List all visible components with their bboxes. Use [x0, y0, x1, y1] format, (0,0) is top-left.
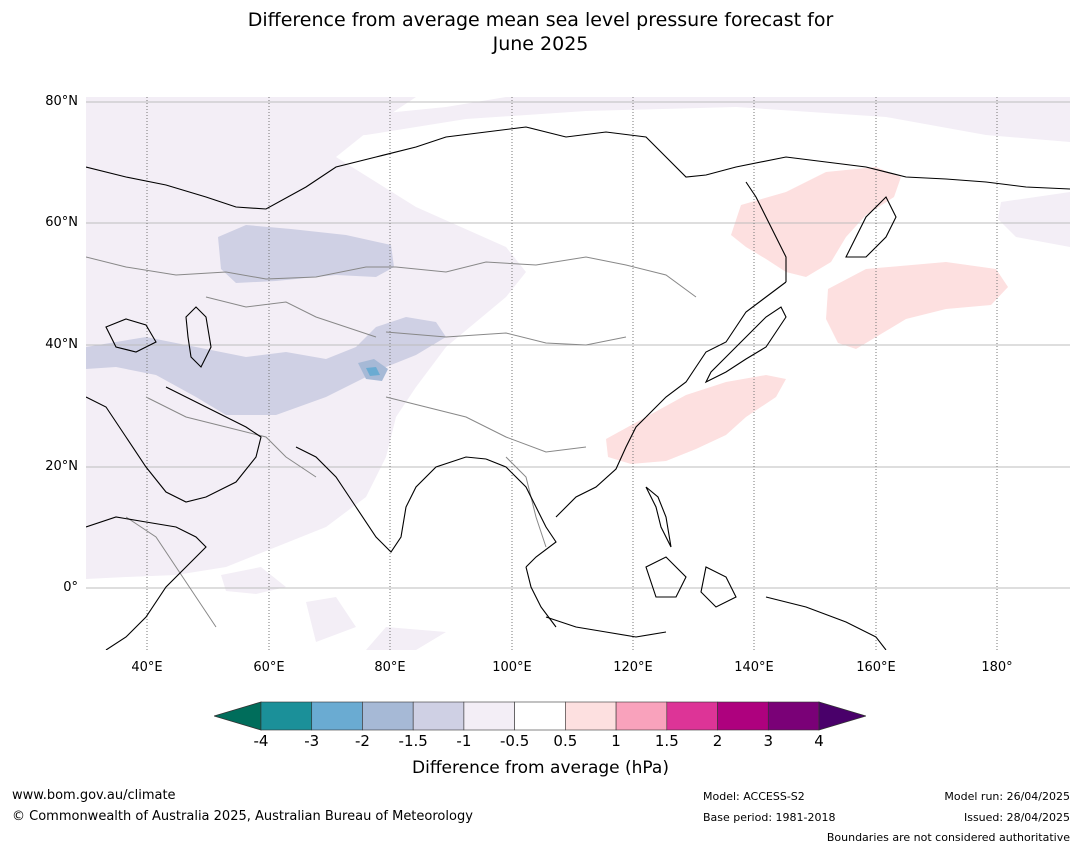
- copyright-text: © Commonwealth of Australia 2025, Austra…: [12, 809, 473, 824]
- base-period-text: Base period: 1981-2018: [703, 811, 836, 824]
- lon-label-80e: 80°E: [374, 660, 406, 675]
- colorbar-tick-label: -2: [354, 732, 370, 750]
- country-borders: [86, 256, 697, 628]
- colorbar-segment: [412, 701, 465, 731]
- colorbar-tick-label: -0.5: [499, 732, 530, 750]
- lat-label-40n: 40°N: [45, 337, 78, 352]
- model-text: Model: ACCESS-S2: [703, 790, 805, 803]
- anomaly-region-light-purple: [86, 97, 526, 579]
- colorbar-segment: [514, 701, 566, 731]
- colorbar-tick-label: 2: [712, 732, 723, 750]
- colorbar-segment: [311, 701, 363, 731]
- lon-label-160e: 160°E: [856, 660, 896, 675]
- colorbar-tick-label: 1: [611, 732, 621, 750]
- colorbar-label: Difference from average (hPa): [412, 758, 669, 778]
- map-canvas: [86, 97, 1070, 650]
- colorbar-tick-label: 1.5: [654, 732, 679, 750]
- boundaries-note: Boundaries are not considered authoritat…: [826, 831, 1070, 844]
- lat-label-60n: 60°N: [45, 215, 78, 230]
- colorbar-tick-label: -1.5: [398, 732, 428, 750]
- title-line-1: Difference from average mean sea level p…: [247, 9, 834, 31]
- lon-label-120e: 120°E: [613, 660, 653, 675]
- anomaly-region-light-purple-ocean: [306, 597, 446, 650]
- colorbar-under-arrow: [214, 701, 262, 731]
- anomaly-region-lavender-siberia: [218, 225, 394, 283]
- colorbar-tick-label: -3: [304, 732, 320, 750]
- website-link[interactable]: www.bom.gov.au/climate: [12, 788, 176, 803]
- anomaly-region-pink-pacific: [826, 262, 1008, 349]
- colorbar-segment: [717, 701, 769, 731]
- coastlines: [86, 126, 1070, 650]
- title-line-2: June 2025: [492, 33, 589, 55]
- colorbar-segment: [463, 701, 515, 731]
- colorbar-segment: [767, 701, 820, 731]
- lon-label-100e: 100°E: [492, 660, 532, 675]
- lon-label-140e: 140°E: [734, 660, 774, 675]
- colorbar-over-arrow: [818, 701, 866, 731]
- lon-label-40e: 40°E: [131, 660, 163, 675]
- colorbar-segments: [260, 701, 820, 731]
- colorbar-tick-label: -4: [253, 732, 269, 750]
- anomaly-region-light-purple-south: [221, 567, 286, 594]
- lat-label-20n: 20°N: [45, 459, 78, 474]
- colorbar-tick-label: 4: [814, 732, 824, 750]
- anomaly-region-teal: [366, 367, 380, 376]
- lon-label-60e: 60°E: [253, 660, 285, 675]
- colorbar-segment: [565, 701, 617, 731]
- lat-label-80n: 80°N: [45, 94, 78, 109]
- anomaly-region-light-purple-east: [998, 192, 1070, 247]
- map-title: Difference from average mean sea level p…: [0, 8, 1081, 56]
- anomaly-region-pink-northeast: [731, 167, 901, 277]
- colorbar-segment: [666, 701, 718, 731]
- lat-label-0: 0°: [63, 580, 78, 595]
- model-run-text: Model run: 26/04/2025: [944, 790, 1070, 803]
- anomaly-region-light-purple-arctic: [286, 97, 1070, 142]
- colorbar-tick-label: -1: [456, 732, 472, 750]
- colorbar-segment: [362, 701, 414, 731]
- colorbar: [214, 701, 866, 731]
- colorbar-segment: [615, 701, 668, 731]
- colorbar-tick-label: 3: [763, 732, 774, 750]
- longitude-grid: [146, 97, 998, 650]
- issued-text: Issued: 28/04/2025: [963, 811, 1070, 824]
- map-panel: [86, 97, 1070, 650]
- colorbar-segment: [260, 701, 313, 731]
- latitude-grid: [86, 101, 1070, 589]
- colorbar-tick-label: 0.5: [553, 732, 578, 750]
- anomaly-region-lavender-central: [86, 317, 446, 415]
- anomaly-region-pink-japan: [606, 375, 786, 464]
- lon-label-180: 180°: [981, 660, 1013, 675]
